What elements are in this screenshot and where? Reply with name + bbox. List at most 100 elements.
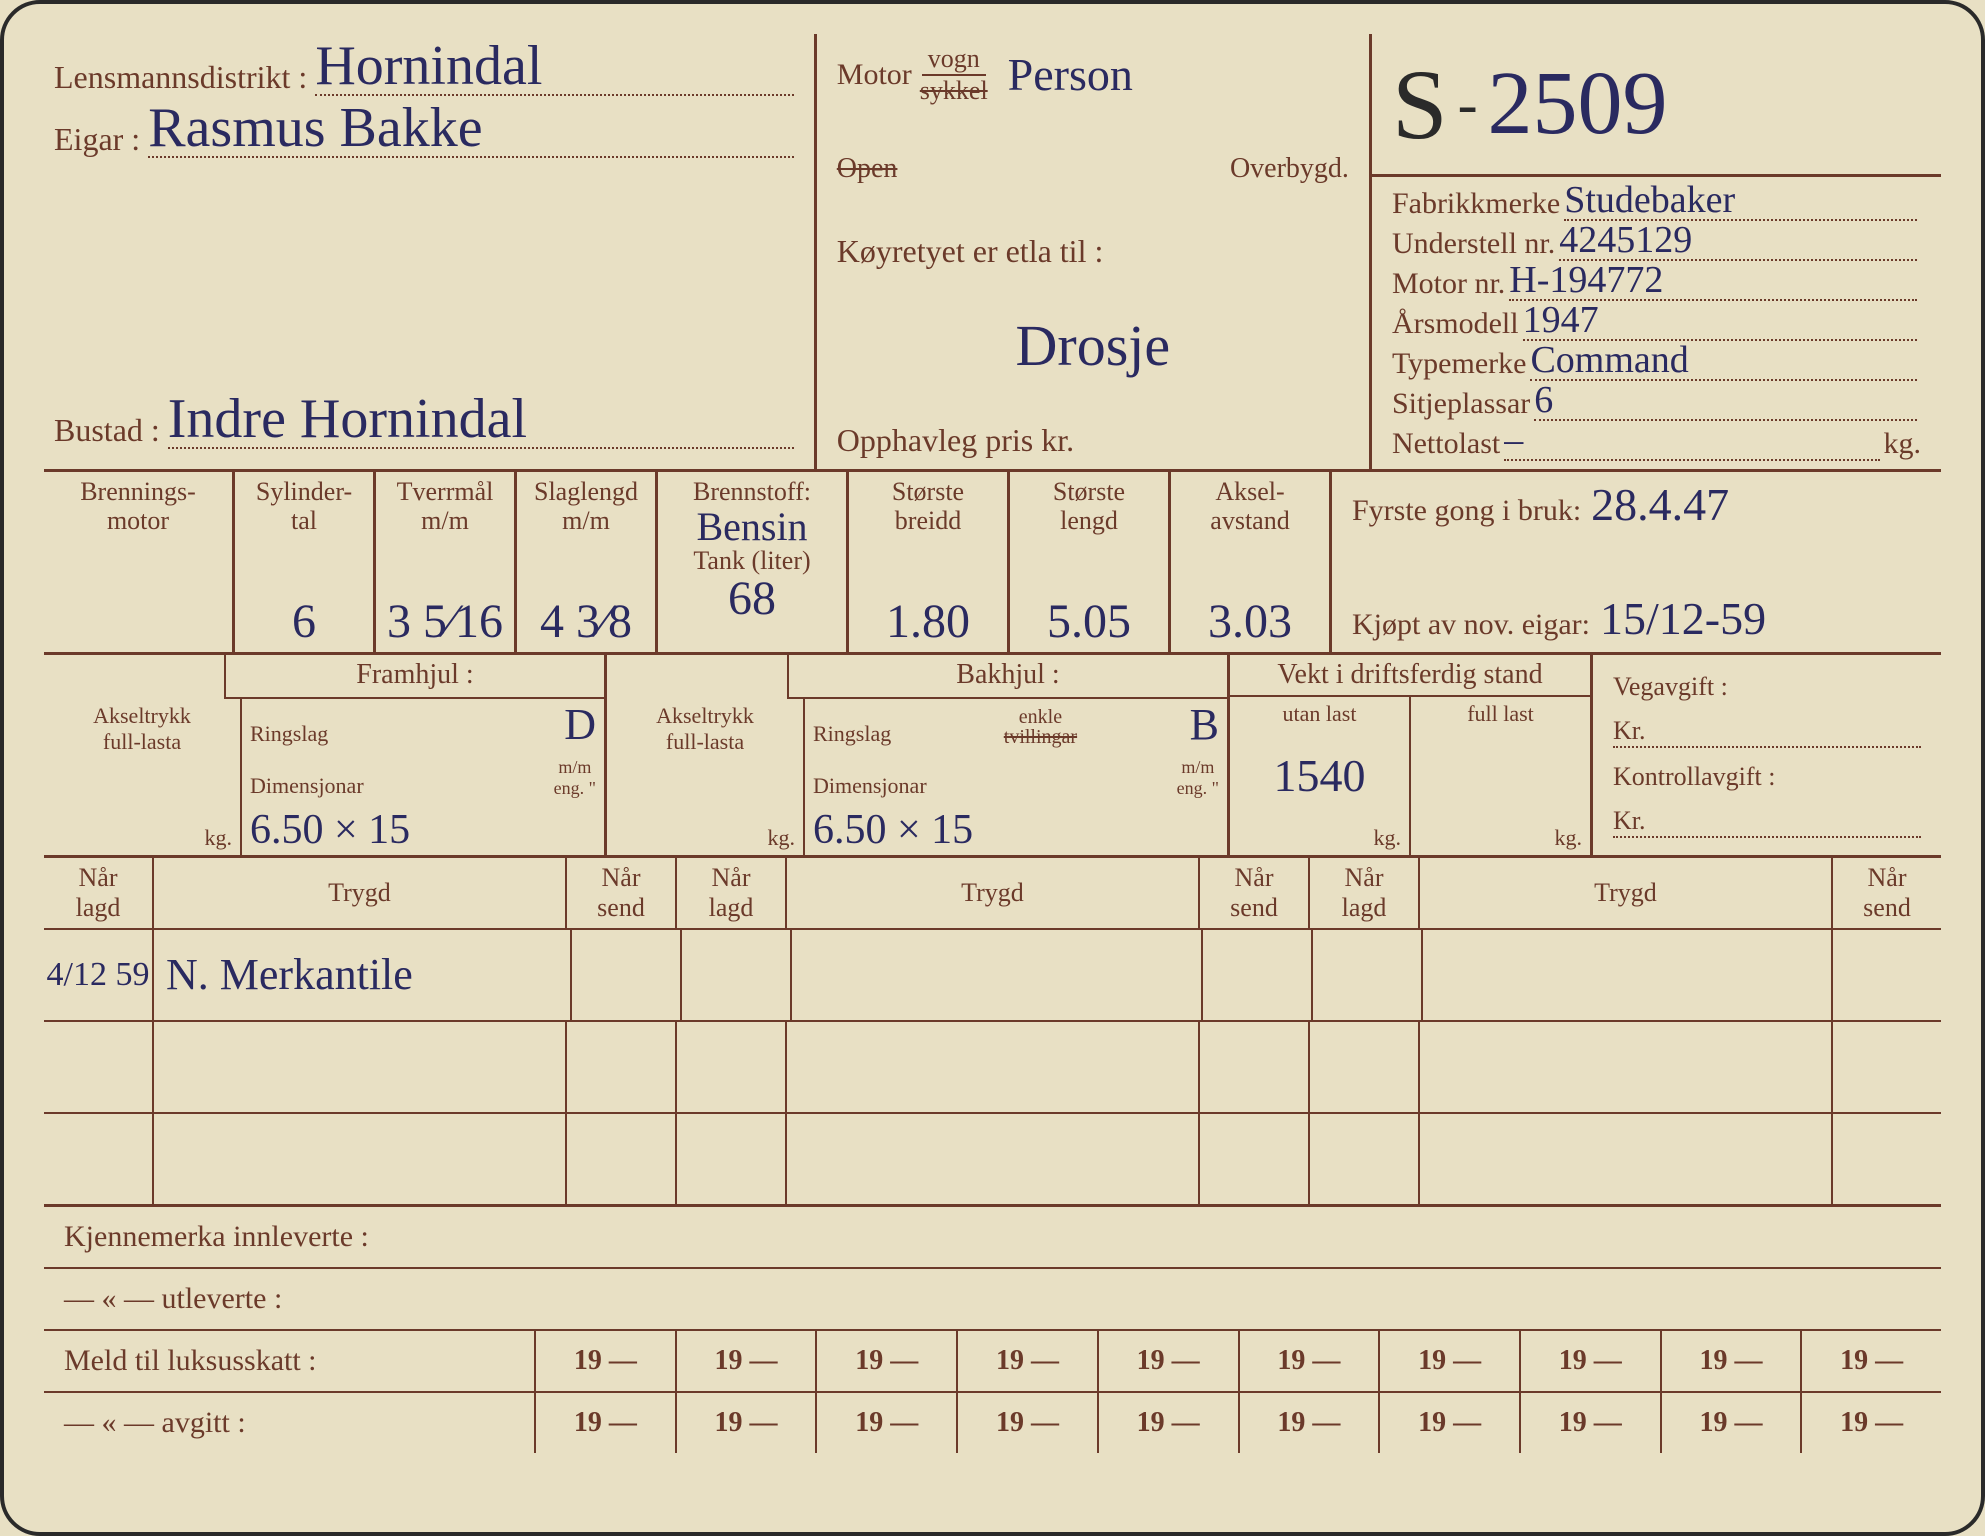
address-field: Bustad : Indre Hornindal bbox=[54, 397, 794, 449]
purpose-label: Køyretyet er etla til : bbox=[837, 233, 1349, 270]
year-cell: 19 — bbox=[956, 1393, 1097, 1453]
tank-value: 68 bbox=[728, 575, 776, 623]
spec-fabrikkmerke: Fabrikkmerke Studebaker bbox=[1392, 185, 1921, 221]
year-cell: 19 — bbox=[1800, 1331, 1941, 1391]
year-cell: 19 — bbox=[1519, 1393, 1660, 1453]
spec-lines: Fabrikkmerke Studebaker Understell nr. 4… bbox=[1372, 177, 1941, 469]
insurance-row-2 bbox=[44, 1020, 1941, 1112]
year-cell: 19 — bbox=[1097, 1393, 1238, 1453]
weight-col: Vekt i driftsferdig stand utan last 1540… bbox=[1227, 655, 1590, 855]
head-narsend-1: Når send bbox=[565, 858, 675, 928]
motornr-value: H-194772 bbox=[1509, 261, 1663, 299]
meld-luksus-row: Meld til luksusskatt : 19 — 19 — 19 — 19… bbox=[44, 1331, 1941, 1393]
first-use-label: Fyrste gong i bruk: bbox=[1352, 494, 1581, 528]
full-last-cell: full last kg. bbox=[1409, 697, 1590, 855]
year-cell: 19 — bbox=[534, 1393, 675, 1453]
motornr-label: Motor nr. bbox=[1392, 267, 1505, 301]
motor-value: Person bbox=[1008, 52, 1133, 98]
year-cell: 19 — bbox=[1800, 1393, 1941, 1453]
typemerke-label: Typemerke bbox=[1392, 347, 1527, 381]
front-ring-cell: Ringslag D Dimensjonar m/m eng. " 6.50 ×… bbox=[240, 699, 604, 855]
full-last-label: full last bbox=[1419, 701, 1582, 727]
rear-wheels-col: Bakhjul : Akseltrykk full-lasta kg. Ring… bbox=[604, 655, 1227, 855]
year-cell: 19 — bbox=[1519, 1331, 1660, 1391]
length-label: Største lengd bbox=[1053, 478, 1125, 535]
owner-field: Eigar : Rasmus Bakke bbox=[54, 106, 794, 158]
fabrikkmerke-label: Fabrikkmerke bbox=[1392, 187, 1560, 221]
year-cell: 19 — bbox=[1238, 1393, 1379, 1453]
utan-last-value: 1540 bbox=[1238, 753, 1401, 799]
year-cell: 19 — bbox=[1660, 1393, 1801, 1453]
open-label: Open bbox=[837, 153, 898, 185]
year-cell: 19 — bbox=[1378, 1393, 1519, 1453]
avgitt-label: — « — avgitt : bbox=[64, 1406, 494, 1440]
dates-cell: Fyrste gong i bruk: 28.4.47 Kjøpt av nov… bbox=[1329, 472, 1941, 652]
head-trygd-2: Trygd bbox=[785, 858, 1198, 928]
front-ring-label: Ringslag bbox=[250, 721, 328, 747]
rear-kg: kg. bbox=[768, 825, 796, 851]
head-narsend-3: Når send bbox=[1831, 858, 1941, 928]
rear-ring-value: B bbox=[1190, 703, 1219, 747]
year-cell: 19 — bbox=[675, 1331, 816, 1391]
cyl-cell: Sylinder- tal 6 bbox=[232, 472, 373, 652]
utan-last-label: utan last bbox=[1238, 701, 1401, 727]
district-value: Hornindal bbox=[315, 38, 542, 94]
orig-price-label: Opphavleg pris kr. bbox=[837, 422, 1349, 459]
spec-nettolast: Nettolast – kg. bbox=[1392, 425, 1921, 461]
wheels-row: Framhjul : Akseltrykk full-lasta kg. Rin… bbox=[44, 655, 1941, 858]
enkle-tvill: enkle tvillingar bbox=[1004, 707, 1077, 747]
front-kg: kg. bbox=[205, 825, 233, 851]
motor-row: Motor vogn sykkel Person bbox=[837, 44, 1349, 106]
arsmodell-value: 1947 bbox=[1523, 301, 1599, 339]
head-narlagd-1: Når lagd bbox=[44, 858, 152, 928]
head-narsend-2: Når send bbox=[1198, 858, 1308, 928]
arsmodell-label: Årsmodell bbox=[1392, 307, 1519, 341]
overbygd-label: Overbygd. bbox=[1230, 153, 1349, 185]
district-label: Lensmannsdistrikt : bbox=[54, 59, 307, 96]
utan-last-kg: kg. bbox=[1374, 825, 1402, 851]
nettolast-value: – bbox=[1504, 421, 1523, 459]
rear-ring-cell: Ringslag enkle tvillingar B Dimensjonar … bbox=[803, 699, 1227, 855]
insurance-head: Når lagd Trygd Når send Når lagd Trygd N… bbox=[44, 858, 1941, 928]
front-wheels-label: Framhjul : bbox=[226, 655, 604, 699]
rear-wheels-label: Bakhjul : bbox=[789, 655, 1227, 699]
insurance-row-3 bbox=[44, 1112, 1941, 1204]
spec-understell: Understell nr. 4245129 bbox=[1392, 225, 1921, 261]
meld-year-cells: 19 — 19 — 19 — 19 — 19 — 19 — 19 — 19 — … bbox=[534, 1331, 1941, 1391]
axle-cell: Aksel- avstand 3.03 bbox=[1168, 472, 1329, 652]
year-cell: 19 — bbox=[534, 1331, 675, 1391]
kj-ut-label: — « — utleverte : bbox=[64, 1282, 282, 1316]
head-narlagd-3: Når lagd bbox=[1308, 858, 1418, 928]
rear-ring-label: Ringslag bbox=[813, 721, 891, 747]
owner-label: Eigar : bbox=[54, 121, 140, 158]
bought-label: Kjøpt av nov. eigar: bbox=[1352, 608, 1590, 642]
motor-frac-bot: sykkel bbox=[920, 76, 988, 106]
year-cell: 19 — bbox=[815, 1331, 956, 1391]
spec-typemerke: Typemerke Command bbox=[1392, 345, 1921, 381]
brennings-label: Brennings- motor bbox=[80, 478, 196, 535]
width-label: Største breidd bbox=[892, 478, 964, 535]
weight-label: Vekt i driftsferdig stand bbox=[1230, 655, 1590, 697]
top-section: Lensmannsdistrikt : Hornindal Eigar : Ra… bbox=[44, 34, 1941, 472]
purpose-value-wrap: Drosje bbox=[837, 317, 1349, 375]
typemerke-value: Command bbox=[1530, 341, 1688, 379]
fees-col: Vegavgift : Kr. Kontrollavgift : Kr. bbox=[1590, 655, 1941, 855]
tank-label: Tank (liter) bbox=[693, 547, 810, 576]
kontroll-kr: Kr. bbox=[1613, 806, 1921, 838]
year-cell: 19 — bbox=[1660, 1331, 1801, 1391]
stroke-value: 4 3⁄8 bbox=[540, 598, 632, 646]
vegavgift-label: Vegavgift : bbox=[1613, 672, 1921, 702]
engine-row: Brennings- motor Sylinder- tal 6 Tverrmå… bbox=[44, 472, 1941, 655]
year-cell: 19 — bbox=[1097, 1331, 1238, 1391]
spec-motornr: Motor nr. H-194772 bbox=[1392, 265, 1921, 301]
spec-arsmodell: Årsmodell 1947 bbox=[1392, 305, 1921, 341]
width-value: 1.80 bbox=[886, 598, 970, 646]
cyl-label: Sylinder- tal bbox=[256, 478, 352, 535]
year-cell: 19 — bbox=[675, 1393, 816, 1453]
front-axlepress-cell: Akseltrykk full-lasta kg. bbox=[44, 699, 240, 855]
cyl-value: 6 bbox=[292, 598, 316, 646]
front-wheels-col: Framhjul : Akseltrykk full-lasta kg. Rin… bbox=[44, 655, 604, 855]
bore-cell: Tverrmål m/m 3 5⁄16 bbox=[373, 472, 514, 652]
address-value: Indre Hornindal bbox=[168, 391, 527, 447]
bought-row: Kjøpt av nov. eigar: 15/12-59 bbox=[1352, 596, 1921, 642]
